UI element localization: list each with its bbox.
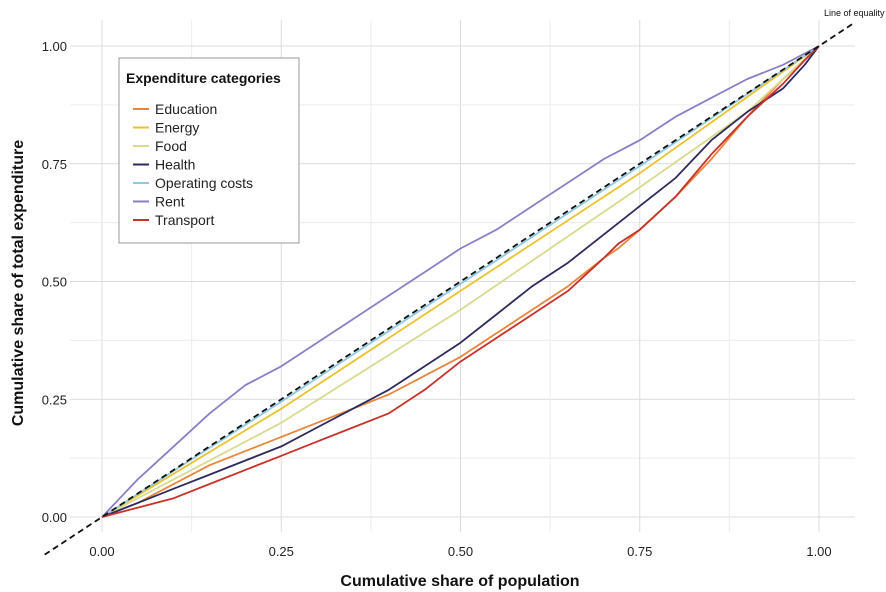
legend-label: Food <box>155 138 187 154</box>
legend-label: Health <box>155 157 195 173</box>
legend: Expenditure categories Education Energy Fo… <box>118 57 300 244</box>
legend-item: Education <box>133 101 217 117</box>
series-line-education <box>101 45 820 518</box>
series-line-energy <box>101 45 820 518</box>
legend-title: Expenditure categories <box>126 70 281 86</box>
legend-label: Transport <box>155 212 215 228</box>
y-tick-label: 0.75 <box>42 157 67 172</box>
series-line-operating-costs <box>101 45 820 518</box>
line-of-equality <box>44 21 856 556</box>
series-line-rent <box>101 45 820 518</box>
legend-box <box>118 57 300 244</box>
legend-label: Education <box>155 101 217 117</box>
legend-item: Rent <box>133 194 185 210</box>
series-line-transport <box>101 45 820 518</box>
x-tick-label: 0.00 <box>89 544 114 559</box>
y-axis-ticks: 0.00 0.25 0.50 0.75 1.00 <box>42 39 67 525</box>
series-line-food <box>101 45 820 518</box>
legend-label: Energy <box>155 120 199 136</box>
y-axis-title: Cumulative share of total expenditure <box>10 140 27 426</box>
x-tick-label: 0.75 <box>627 544 652 559</box>
legend-label: Operating costs <box>155 175 253 191</box>
legend-item: Operating costs <box>133 175 253 191</box>
y-tick-label: 0.00 <box>42 510 67 525</box>
legend-label: Rent <box>155 194 185 210</box>
series-lines <box>101 45 820 518</box>
legend-item: Energy <box>133 120 199 136</box>
legend-item: Health <box>133 157 195 173</box>
x-axis-title: Cumulative share of population <box>340 573 579 590</box>
y-tick-label: 1.00 <box>42 39 67 54</box>
series-line-health <box>101 45 820 518</box>
y-tick-label: 0.50 <box>42 275 67 290</box>
legend-item: Transport <box>133 212 215 228</box>
y-tick-label: 0.25 <box>42 392 67 407</box>
equality-line <box>44 21 856 556</box>
x-tick-label: 1.00 <box>806 544 831 559</box>
x-tick-label: 0.50 <box>448 544 473 559</box>
line-of-equality-label: Line of equality <box>824 8 885 18</box>
x-tick-label: 0.25 <box>269 544 294 559</box>
legend-item: Food <box>133 138 187 154</box>
legend-items: Education Energy Food Health Operating costs… <box>133 101 253 228</box>
x-axis-ticks: 0.00 0.25 0.50 0.75 1.00 <box>89 544 831 559</box>
